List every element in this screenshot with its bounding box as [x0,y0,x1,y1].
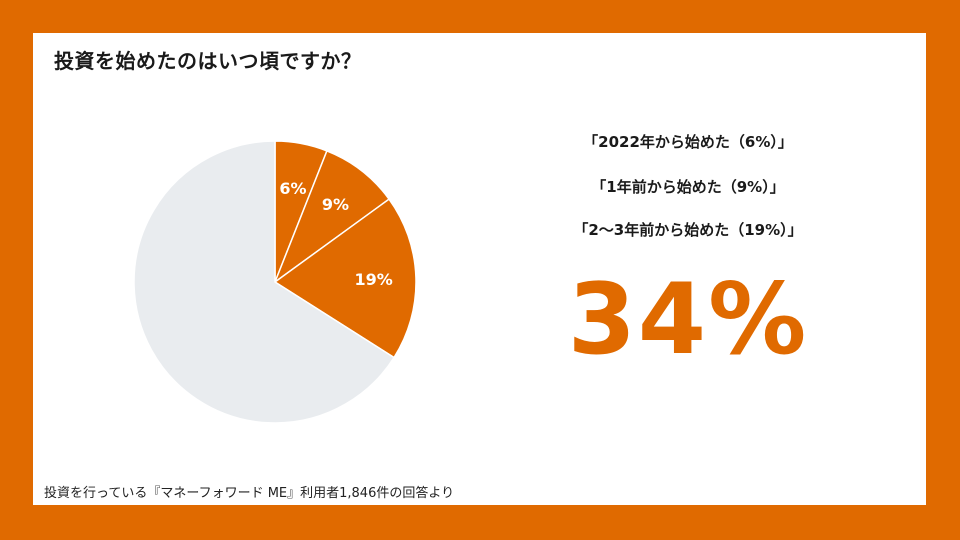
highlight-total: 34% [567,263,809,377]
slide-card: 投資を始めたのはいつ頃ですか？ 6% 9% 19% 「2022年から始めた（6%）」… [33,33,926,505]
chart-title: 投資を始めたのはいつ頃ですか？ [54,49,362,73]
legend-line-2-3-years: 「2～3年前から始めた（19%）」 [573,221,803,239]
footnote: 投資を行っている『マネーフォワード ME』利用者1,846件の回答より [44,486,455,501]
pie-slice-1-year [273,149,391,285]
pie-data-label-2022: 6% [279,179,306,198]
pie-data-label-2-3-years: 19% [355,270,393,289]
pie-chart: 6% 9% 19% [133,140,417,424]
pie-slice-other [133,140,396,424]
pie-data-label-1-year: 9% [322,195,349,214]
pie-slice-2-3-years [273,198,417,359]
legend-line-2022: 「2022年から始めた（6%）」 [583,133,793,151]
legend-line-1-year: 「1年前から始めた（9%）」 [591,178,785,196]
